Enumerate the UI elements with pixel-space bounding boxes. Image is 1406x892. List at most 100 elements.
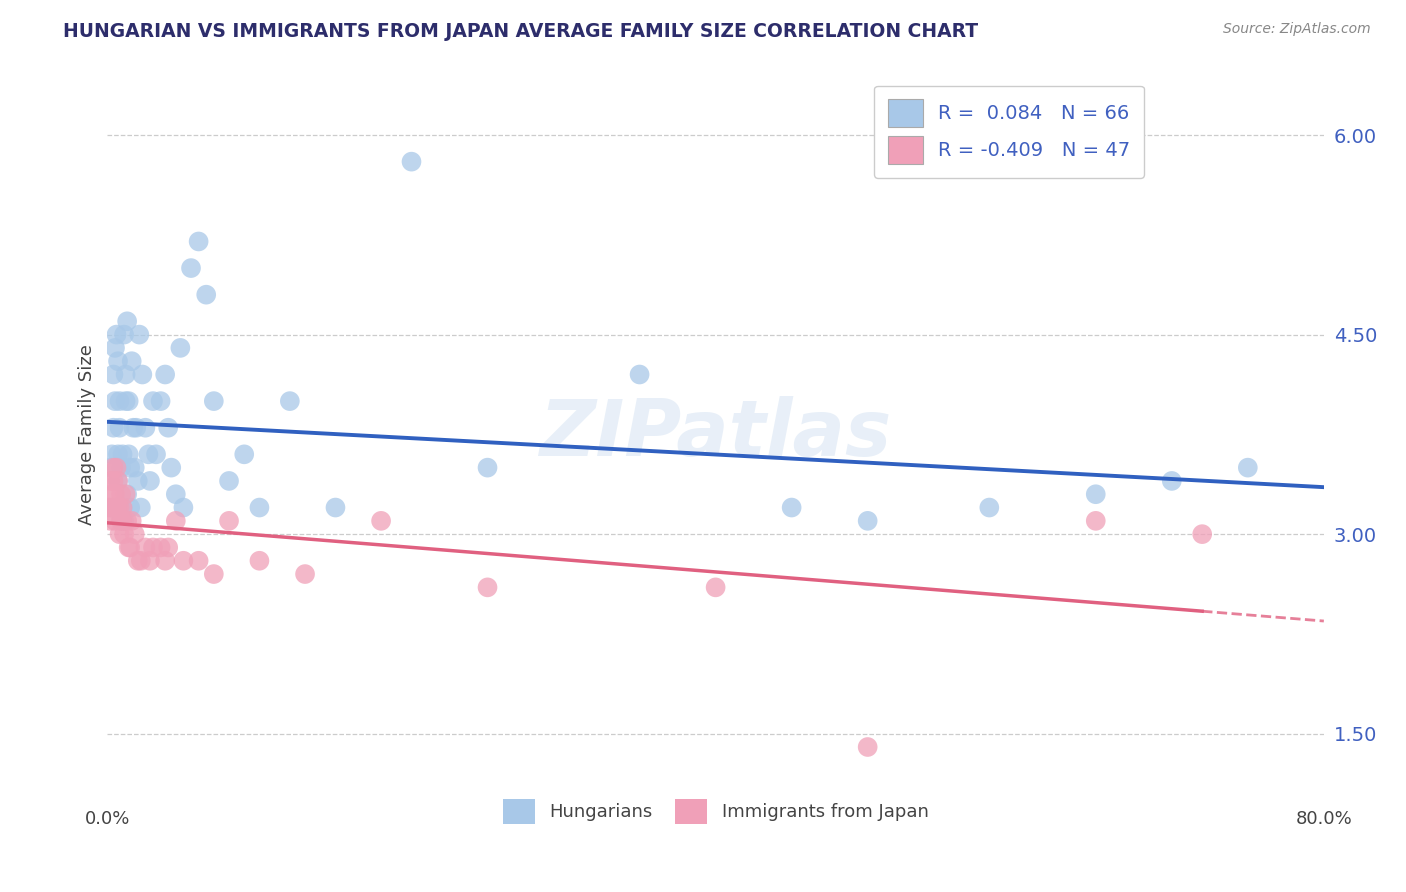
Point	[110, 514, 132, 528]
Point	[172, 500, 194, 515]
Point	[325, 500, 347, 515]
Point	[142, 394, 165, 409]
Point	[127, 474, 149, 488]
Point	[103, 474, 125, 488]
Point	[104, 487, 127, 501]
Point	[401, 154, 423, 169]
Point	[107, 354, 129, 368]
Text: HUNGARIAN VS IMMIGRANTS FROM JAPAN AVERAGE FAMILY SIZE CORRELATION CHART: HUNGARIAN VS IMMIGRANTS FROM JAPAN AVERA…	[63, 22, 979, 41]
Point	[108, 500, 131, 515]
Point	[120, 541, 142, 555]
Point	[112, 514, 135, 528]
Point	[856, 514, 879, 528]
Point	[1084, 514, 1107, 528]
Point	[110, 487, 132, 501]
Point	[118, 394, 141, 409]
Point	[142, 541, 165, 555]
Point	[101, 500, 124, 515]
Point	[628, 368, 651, 382]
Point	[110, 460, 132, 475]
Point	[121, 514, 143, 528]
Point	[233, 447, 256, 461]
Point	[115, 514, 138, 528]
Point	[101, 447, 124, 461]
Point	[108, 394, 131, 409]
Point	[107, 474, 129, 488]
Point	[169, 341, 191, 355]
Point	[100, 514, 122, 528]
Point	[187, 554, 209, 568]
Point	[118, 541, 141, 555]
Point	[122, 421, 145, 435]
Point	[100, 460, 122, 475]
Point	[114, 394, 136, 409]
Point	[121, 354, 143, 368]
Point	[172, 554, 194, 568]
Point	[110, 514, 132, 528]
Point	[108, 527, 131, 541]
Point	[180, 261, 202, 276]
Text: ZIPatlas: ZIPatlas	[540, 396, 891, 473]
Point	[157, 421, 180, 435]
Point	[145, 447, 167, 461]
Legend: Hungarians, Immigrants from Japan: Hungarians, Immigrants from Japan	[492, 788, 939, 835]
Point	[139, 474, 162, 488]
Point	[160, 460, 183, 475]
Point	[129, 500, 152, 515]
Point	[249, 554, 271, 568]
Point	[294, 567, 316, 582]
Point	[128, 327, 150, 342]
Point	[165, 487, 187, 501]
Point	[477, 580, 499, 594]
Point	[202, 567, 225, 582]
Text: Source: ZipAtlas.com: Source: ZipAtlas.com	[1223, 22, 1371, 37]
Y-axis label: Average Family Size: Average Family Size	[79, 344, 96, 524]
Point	[101, 500, 124, 515]
Point	[153, 554, 176, 568]
Point	[218, 474, 240, 488]
Point	[104, 394, 127, 409]
Point	[107, 474, 129, 488]
Point	[134, 421, 156, 435]
Point	[101, 487, 124, 501]
Point	[1191, 527, 1213, 541]
Point	[111, 447, 134, 461]
Point	[107, 447, 129, 461]
Point	[134, 541, 156, 555]
Point	[124, 460, 146, 475]
Point	[111, 514, 134, 528]
Point	[138, 447, 160, 461]
Point	[195, 287, 218, 301]
Point	[120, 500, 142, 515]
Point	[103, 368, 125, 382]
Point	[979, 500, 1001, 515]
Point	[103, 421, 125, 435]
Point	[114, 487, 136, 501]
Point	[218, 514, 240, 528]
Point	[477, 460, 499, 475]
Point	[202, 394, 225, 409]
Point	[108, 421, 131, 435]
Point	[105, 460, 128, 475]
Point	[105, 327, 128, 342]
Point	[153, 368, 176, 382]
Point	[112, 327, 135, 342]
Point	[1236, 460, 1258, 475]
Point	[104, 341, 127, 355]
Point	[111, 500, 134, 515]
Point	[115, 487, 138, 501]
Point	[249, 500, 271, 515]
Point	[1160, 474, 1182, 488]
Point	[124, 527, 146, 541]
Point	[120, 460, 142, 475]
Point	[103, 460, 125, 475]
Point	[127, 554, 149, 568]
Point	[115, 314, 138, 328]
Point	[107, 500, 129, 515]
Point	[125, 421, 148, 435]
Point	[370, 514, 392, 528]
Point	[105, 500, 128, 515]
Point	[165, 514, 187, 528]
Point	[856, 739, 879, 754]
Point	[780, 500, 803, 515]
